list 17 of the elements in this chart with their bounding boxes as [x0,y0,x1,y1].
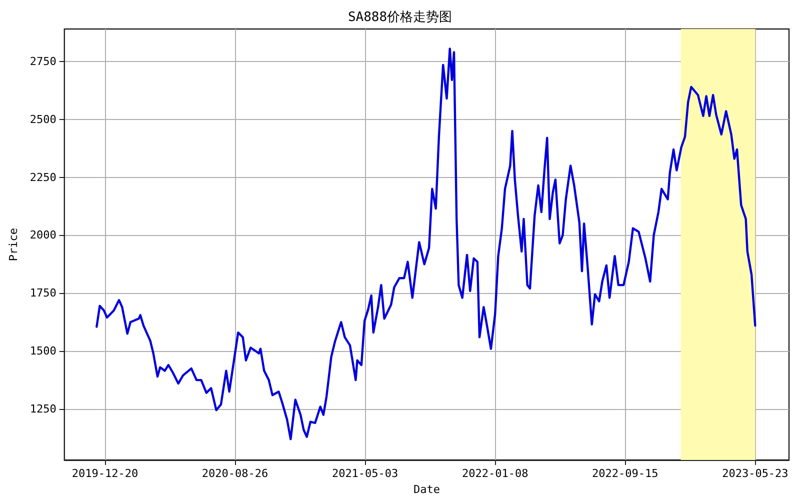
y-tick-label: 1250 [30,402,56,416]
y-axis-title: Price [7,228,20,262]
x-tick-label: 2022-01-08 [462,467,528,480]
y-tick-label: 1500 [30,344,56,358]
y-tick-label: 2500 [30,112,56,126]
x-tick-label: 2023-05-23 [722,467,788,480]
x-tick-label: 2020-08-26 [202,467,268,480]
y-tick-label: 2000 [30,228,56,242]
y-tick-label: 1750 [30,286,56,300]
x-tick-label: 2021-05-03 [332,467,398,480]
x-axis-title: Date [413,483,440,496]
line-series [96,48,756,440]
chart-title: SA888价格走势图 [348,10,452,25]
y-tick-label: 2250 [30,170,56,184]
x-tick-label: 2022-09-15 [592,467,658,480]
x-tick-label: 2019-12-20 [72,467,138,480]
y-tick-label: 2750 [30,54,56,68]
